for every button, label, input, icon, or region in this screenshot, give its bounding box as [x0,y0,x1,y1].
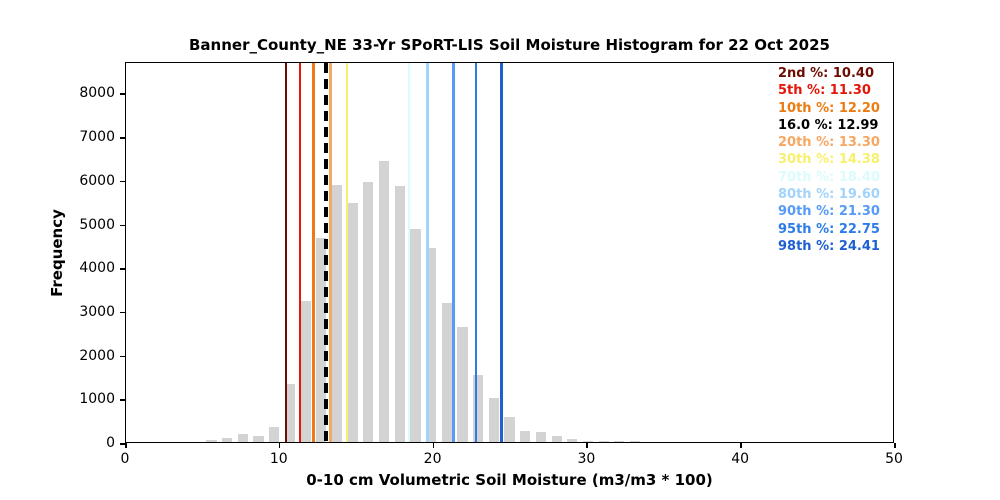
y-tick-label: 6000 [79,172,115,189]
legend-entry-98th: 98th %: 24.41 [778,238,880,254]
legend-entry-90th: 90th %: 21.30 [778,204,880,220]
x-tick [432,443,435,448]
histogram-bar [629,441,641,442]
legend-entry-5th: 5th %: 11.30 [778,83,871,99]
percentile-line-70th [407,63,411,442]
y-tick [120,311,125,314]
x-tick [740,443,742,448]
plot-area [125,62,894,443]
y-tick-label: 8000 [79,85,115,102]
x-tick [894,443,896,448]
percentile-line-30th [345,63,349,442]
y-tick [120,224,125,227]
histogram-bar [300,301,311,442]
histogram-bar [237,433,248,442]
histogram-bar [253,435,264,442]
histogram-bar [222,437,233,442]
x-tick-label: 30 [577,451,596,467]
y-tick-label: 5000 [79,216,115,233]
y-tick [120,443,125,445]
y-tick [120,399,125,401]
y-tick-label: 2000 [79,347,115,364]
histogram-bar [441,303,452,442]
histogram-bar [598,441,609,442]
chart-title: Banner_County_NE 33-Yr SPoRT-LIS Soil Mo… [189,36,830,54]
percentile-line-10th [312,63,315,442]
histogram-bar [363,182,374,442]
percentile-line-95th [474,63,478,442]
legend-entry-30th: 30th %: 14.38 [778,152,880,168]
histogram-bar [331,184,343,442]
x-tick [278,443,281,448]
legend-entry-10th: 10th %: 12.20 [778,100,880,116]
y-tick-label: 1000 [79,391,115,408]
percentile-line-2nd [284,63,288,442]
x-tick-label: 0 [120,451,130,467]
percentile-line-80th [426,63,429,442]
y-tick [120,268,125,270]
percentile-line-90th [452,63,455,442]
histogram-bar [488,398,499,442]
histogram-bar [582,440,594,442]
x-tick-label: 40 [731,451,750,467]
histogram-bar [520,430,531,442]
histogram-bar [614,441,625,442]
y-axis-label: Frequency [48,209,66,297]
legend-entry-80th: 80th %: 19.60 [778,187,880,203]
y-tick-label: 3000 [79,303,115,320]
histogram-bar [269,426,280,442]
legend-entry-70th: 70th %: 18.40 [778,169,880,185]
histogram-bar [347,202,358,442]
y-tick [120,180,125,183]
y-tick-label: 0 [106,435,115,451]
percentile-line-20th [329,63,332,442]
y-tick-label: 4000 [79,260,115,277]
x-tick [586,443,588,448]
histogram-bar [316,237,327,442]
histogram-bar [567,438,578,442]
histogram-bar [426,248,437,442]
histogram-bar [473,374,484,442]
x-tick [125,443,127,448]
y-tick [120,355,125,358]
legend-entry-20th: 20th %: 13.30 [778,135,880,151]
y-tick [120,137,125,139]
legend-entry-2nd: 2nd %: 10.40 [778,66,875,81]
y-tick-label: 7000 [79,129,115,146]
x-tick-label: 20 [423,451,442,467]
percentile-line-5th [298,63,302,442]
legend-entry-16-0: 16.0 %: 12.99 [778,117,879,133]
x-tick-label: 50 [885,451,903,467]
histogram-bar [551,435,562,442]
histogram-bar [206,440,217,442]
histogram-bar [378,161,390,442]
x-axis-label: 0-10 cm Volumetric Soil Moisture (m3/m3 … [306,471,713,489]
percentile-line-16-0 [324,63,328,442]
histogram-bar [410,229,421,442]
histogram-bar [535,431,547,442]
histogram-bar [504,416,515,442]
percentile-line-98th [500,63,503,442]
x-tick-label: 10 [269,451,288,467]
legend-entry-95th: 95th %: 22.75 [778,221,880,237]
y-tick [120,93,125,95]
histogram-bar [284,383,296,442]
histogram-bar [457,326,468,442]
percentile-legend: 2nd %: 10.40 5th %: 11.30 10th %: 12.20 16.… [778,65,880,255]
histogram-bar [394,186,405,442]
